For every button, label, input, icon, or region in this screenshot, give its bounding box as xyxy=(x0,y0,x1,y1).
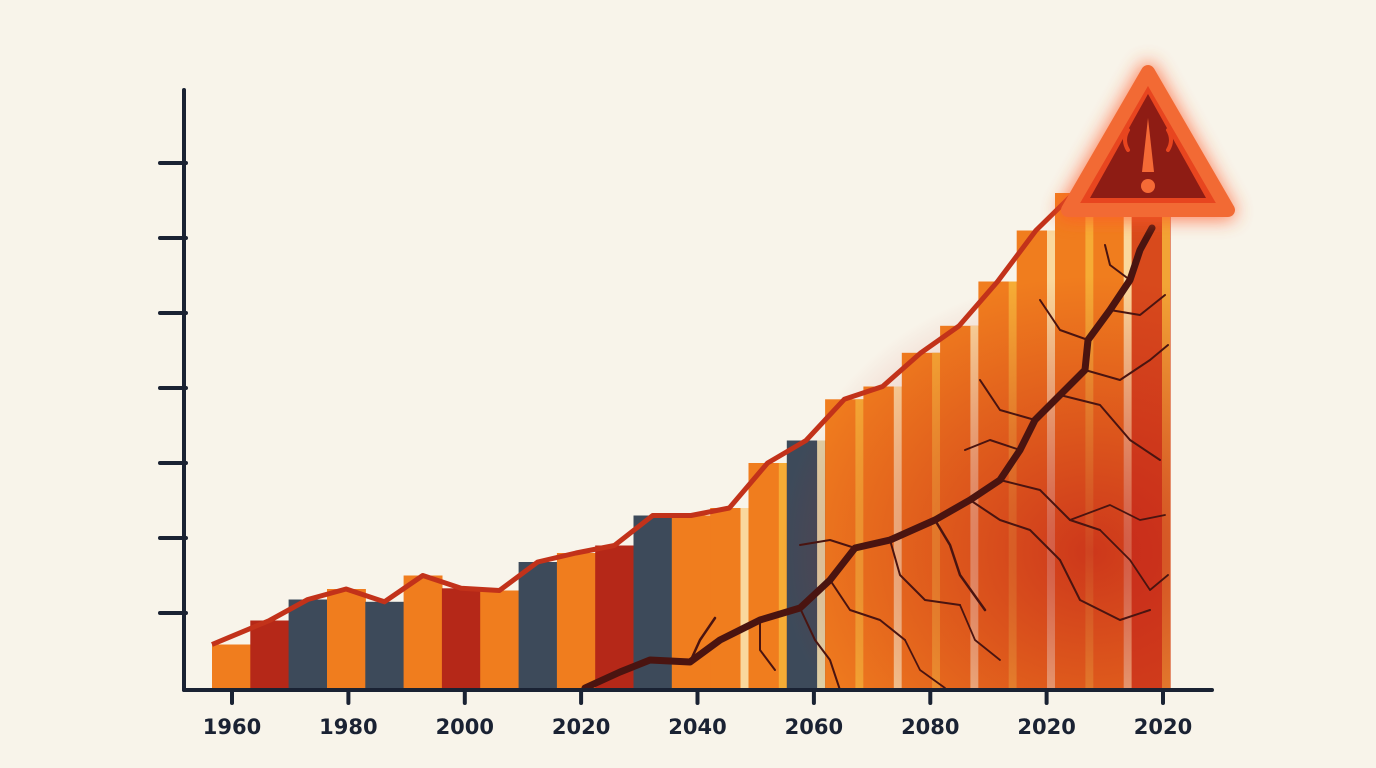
bar-2 xyxy=(250,620,290,688)
heat-overlay xyxy=(650,230,1170,690)
bar-9 xyxy=(518,562,558,688)
x-tick-label: 2000 xyxy=(436,715,494,739)
bar-6 xyxy=(403,575,443,688)
bar-8 xyxy=(480,590,520,688)
x-ticks-group: 1960 1980 2000 2020 2040 2060 2080 2020 2020 xyxy=(203,688,1192,739)
bar-10 xyxy=(556,553,596,688)
x-tick-label: 2020 xyxy=(552,715,610,739)
bar-3 xyxy=(288,599,328,688)
bar-1 xyxy=(212,644,251,688)
x-tick-label: 2020 xyxy=(1134,715,1192,739)
crack-overlay xyxy=(581,224,1169,692)
warning-triangle-icon xyxy=(1058,62,1236,220)
x-tick-label: 1980 xyxy=(319,715,377,739)
trend-line xyxy=(211,145,1152,647)
x-tick-label: 2020 xyxy=(1017,715,1075,739)
x-tick-label: 2060 xyxy=(785,715,843,739)
bar-11 xyxy=(595,545,635,688)
bar-7 xyxy=(441,588,481,689)
x-tick-label: 1960 xyxy=(203,715,261,739)
bar-4 xyxy=(327,589,366,688)
bar-5 xyxy=(365,601,405,689)
x-tick-label: 2080 xyxy=(901,715,959,739)
y-ticks-group xyxy=(158,161,188,615)
x-tick-label: 2040 xyxy=(668,715,726,739)
